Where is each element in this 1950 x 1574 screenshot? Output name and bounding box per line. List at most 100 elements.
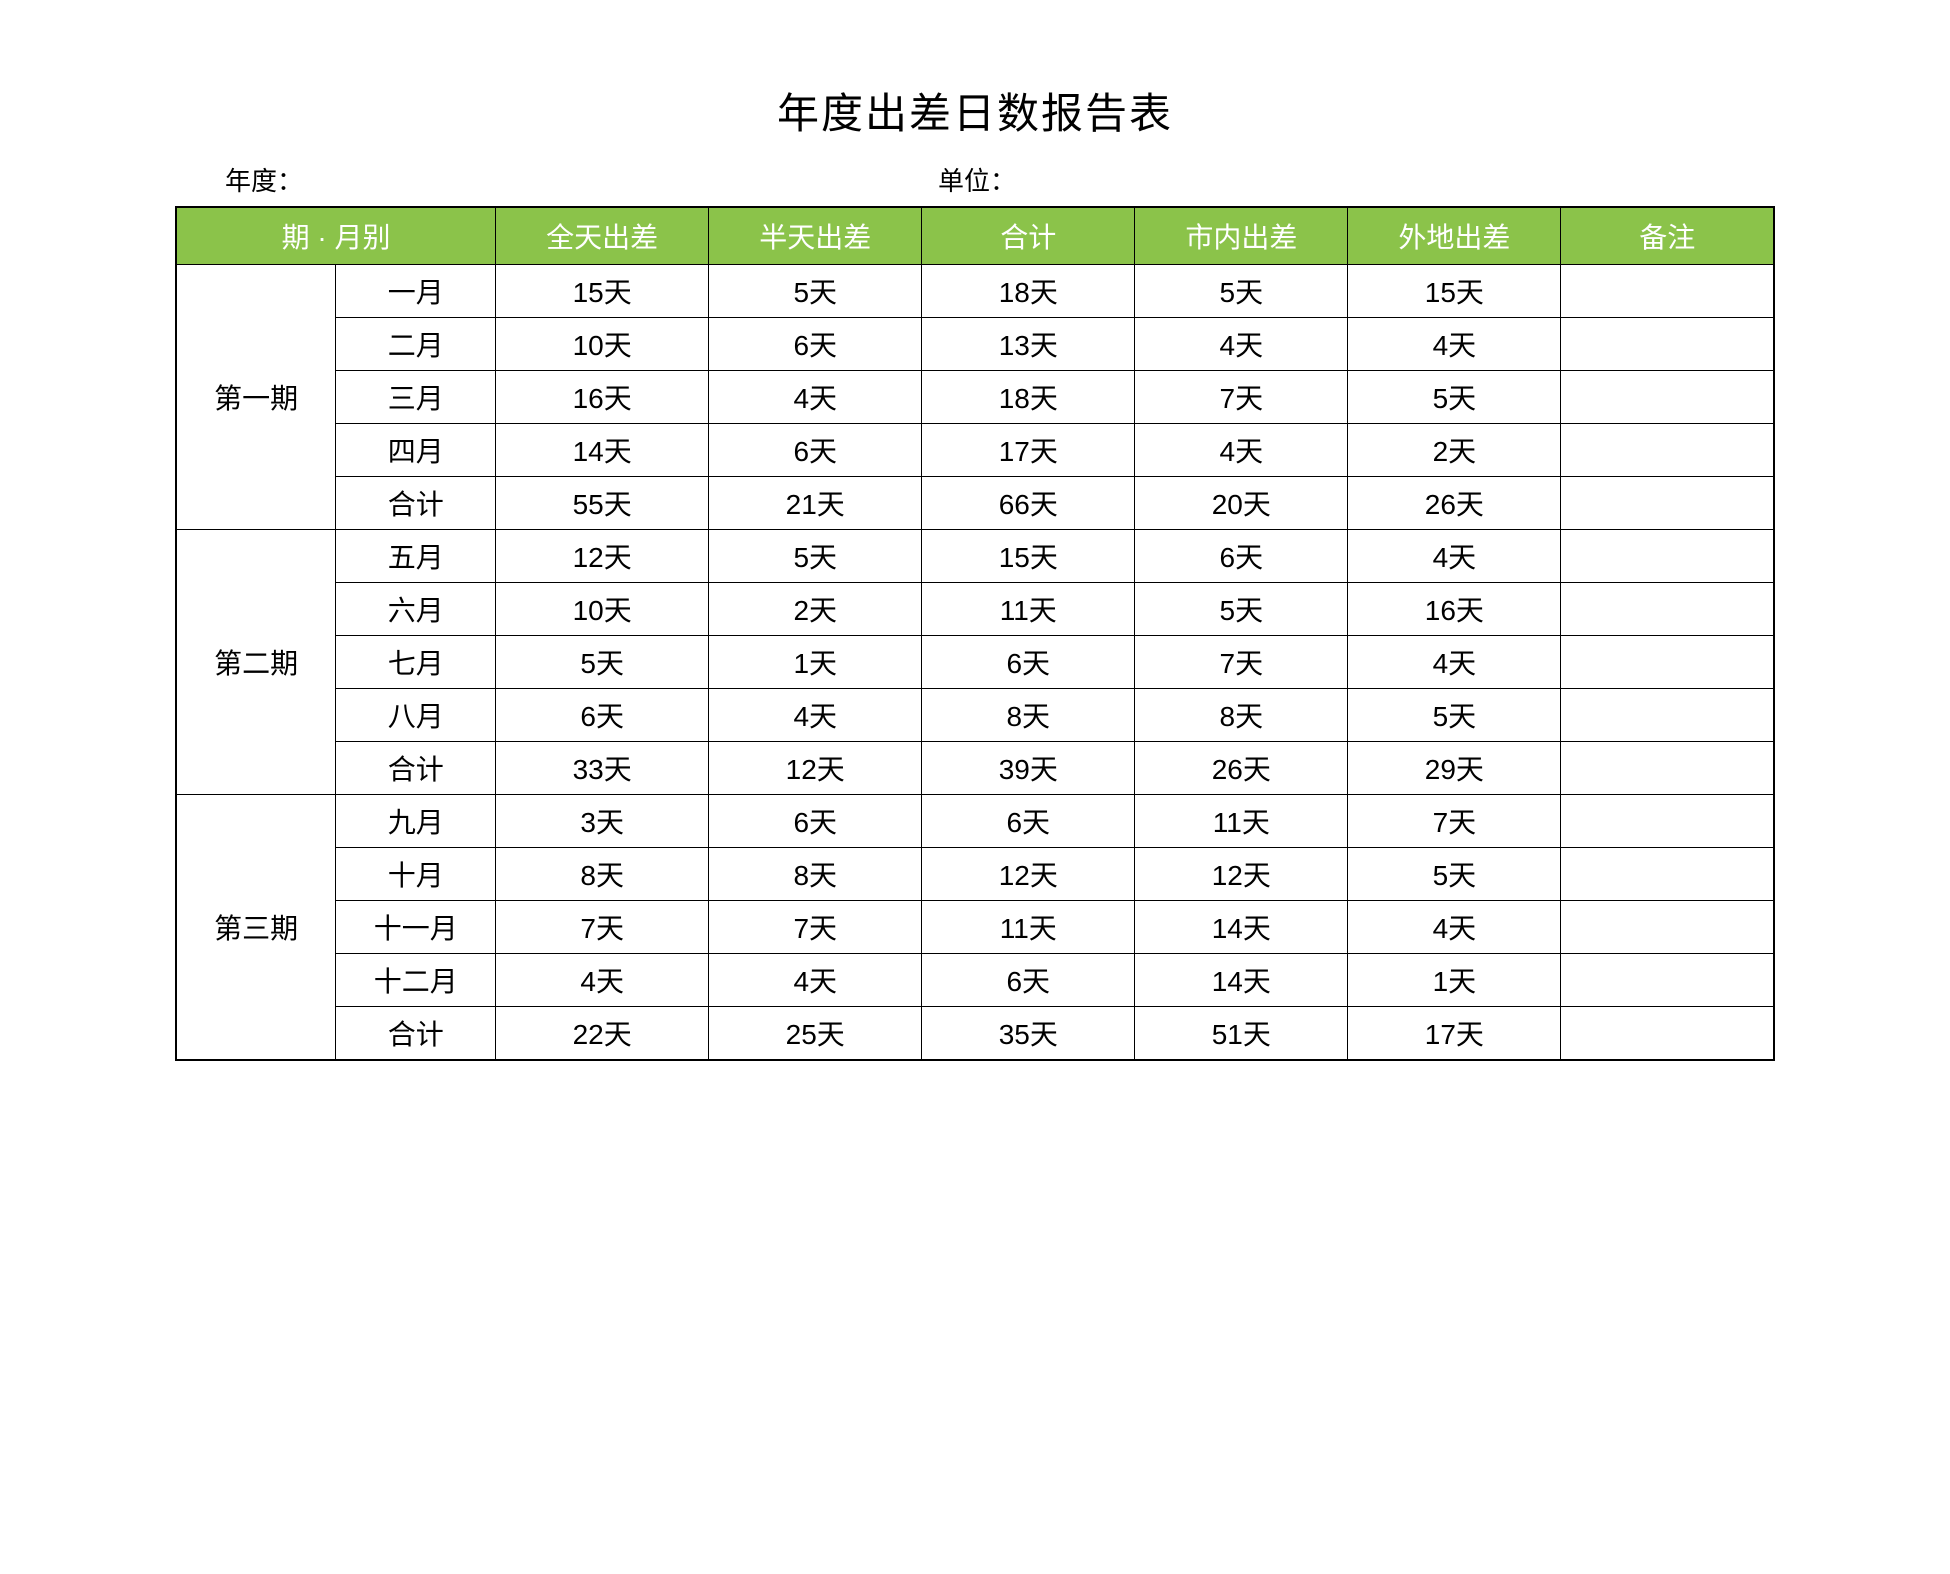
- half-cell: 25天: [709, 1007, 922, 1061]
- half-cell: 7天: [709, 901, 922, 954]
- full-cell: 8天: [496, 848, 709, 901]
- month-cell: 十月: [336, 848, 496, 901]
- out-cell: 17天: [1348, 1007, 1561, 1061]
- half-cell: 12天: [709, 742, 922, 795]
- month-cell: 四月: [336, 424, 496, 477]
- month-cell: 二月: [336, 318, 496, 371]
- report-container: 年度出差日数报告表 年度： 单位： 期 · 月别 全天出差 半天出差 合计 市内…: [175, 80, 1775, 1061]
- col-header-city: 市内出差: [1135, 207, 1348, 265]
- half-cell: 6天: [709, 318, 922, 371]
- col-header-remark: 备注: [1561, 207, 1774, 265]
- out-cell: 7天: [1348, 795, 1561, 848]
- month-cell: 合计: [336, 742, 496, 795]
- full-cell: 22天: [496, 1007, 709, 1061]
- total-cell: 66天: [922, 477, 1135, 530]
- col-header-total: 合计: [922, 207, 1135, 265]
- total-cell: 13天: [922, 318, 1135, 371]
- table-row: 十一月7天7天11天14天4天: [176, 901, 1774, 954]
- trip-table: 期 · 月别 全天出差 半天出差 合计 市内出差 外地出差 备注 第一期一月15…: [175, 206, 1775, 1061]
- city-cell: 4天: [1135, 318, 1348, 371]
- total-cell: 12天: [922, 848, 1135, 901]
- unit-label: 单位：: [938, 161, 1775, 198]
- out-cell: 29天: [1348, 742, 1561, 795]
- out-cell: 4天: [1348, 636, 1561, 689]
- remark-cell: [1561, 265, 1774, 318]
- city-cell: 12天: [1135, 848, 1348, 901]
- full-cell: 16天: [496, 371, 709, 424]
- city-cell: 7天: [1135, 371, 1348, 424]
- city-cell: 6天: [1135, 530, 1348, 583]
- col-header-full: 全天出差: [496, 207, 709, 265]
- table-row: 十二月4天4天6天14天1天: [176, 954, 1774, 1007]
- table-row: 合计33天12天39天26天29天: [176, 742, 1774, 795]
- city-cell: 51天: [1135, 1007, 1348, 1061]
- table-body: 第一期一月15天5天18天5天15天二月10天6天13天4天4天三月16天4天1…: [176, 265, 1774, 1061]
- full-cell: 14天: [496, 424, 709, 477]
- out-cell: 16天: [1348, 583, 1561, 636]
- full-cell: 33天: [496, 742, 709, 795]
- out-cell: 26天: [1348, 477, 1561, 530]
- remark-cell: [1561, 583, 1774, 636]
- half-cell: 21天: [709, 477, 922, 530]
- half-cell: 6天: [709, 795, 922, 848]
- table-row: 八月6天4天8天8天5天: [176, 689, 1774, 742]
- remark-cell: [1561, 742, 1774, 795]
- remark-cell: [1561, 318, 1774, 371]
- half-cell: 8天: [709, 848, 922, 901]
- half-cell: 4天: [709, 954, 922, 1007]
- full-cell: 3天: [496, 795, 709, 848]
- city-cell: 14天: [1135, 954, 1348, 1007]
- remark-cell: [1561, 1007, 1774, 1061]
- total-cell: 11天: [922, 583, 1135, 636]
- out-cell: 2天: [1348, 424, 1561, 477]
- half-cell: 5天: [709, 265, 922, 318]
- full-cell: 55天: [496, 477, 709, 530]
- remark-cell: [1561, 530, 1774, 583]
- full-cell: 4天: [496, 954, 709, 1007]
- month-cell: 十二月: [336, 954, 496, 1007]
- month-cell: 合计: [336, 1007, 496, 1061]
- city-cell: 4天: [1135, 424, 1348, 477]
- year-label: 年度：: [225, 161, 938, 198]
- city-cell: 26天: [1135, 742, 1348, 795]
- table-row: 合计55天21天66天20天26天: [176, 477, 1774, 530]
- remark-cell: [1561, 848, 1774, 901]
- half-cell: 4天: [709, 371, 922, 424]
- half-cell: 1天: [709, 636, 922, 689]
- out-cell: 4天: [1348, 318, 1561, 371]
- table-row: 合计22天25天35天51天17天: [176, 1007, 1774, 1061]
- total-cell: 15天: [922, 530, 1135, 583]
- total-cell: 17天: [922, 424, 1135, 477]
- total-cell: 6天: [922, 954, 1135, 1007]
- total-cell: 18天: [922, 265, 1135, 318]
- col-header-period: 期 · 月别: [176, 207, 496, 265]
- table-row: 第三期九月3天6天6天11天7天: [176, 795, 1774, 848]
- table-row: 四月14天6天17天4天2天: [176, 424, 1774, 477]
- month-cell: 八月: [336, 689, 496, 742]
- col-header-out: 外地出差: [1348, 207, 1561, 265]
- remark-cell: [1561, 636, 1774, 689]
- out-cell: 15天: [1348, 265, 1561, 318]
- month-cell: 五月: [336, 530, 496, 583]
- full-cell: 12天: [496, 530, 709, 583]
- period-cell: 第三期: [176, 795, 336, 1061]
- city-cell: 8天: [1135, 689, 1348, 742]
- month-cell: 三月: [336, 371, 496, 424]
- remark-cell: [1561, 424, 1774, 477]
- col-header-half: 半天出差: [709, 207, 922, 265]
- out-cell: 1天: [1348, 954, 1561, 1007]
- table-header-row: 期 · 月别 全天出差 半天出差 合计 市内出差 外地出差 备注: [176, 207, 1774, 265]
- table-row: 第二期五月12天5天15天6天4天: [176, 530, 1774, 583]
- full-cell: 15天: [496, 265, 709, 318]
- city-cell: 20天: [1135, 477, 1348, 530]
- month-cell: 六月: [336, 583, 496, 636]
- total-cell: 6天: [922, 795, 1135, 848]
- total-cell: 6天: [922, 636, 1135, 689]
- table-row: 第一期一月15天5天18天5天15天: [176, 265, 1774, 318]
- out-cell: 5天: [1348, 689, 1561, 742]
- month-cell: 合计: [336, 477, 496, 530]
- half-cell: 6天: [709, 424, 922, 477]
- full-cell: 10天: [496, 318, 709, 371]
- city-cell: 14天: [1135, 901, 1348, 954]
- page-title: 年度出差日数报告表: [175, 80, 1775, 141]
